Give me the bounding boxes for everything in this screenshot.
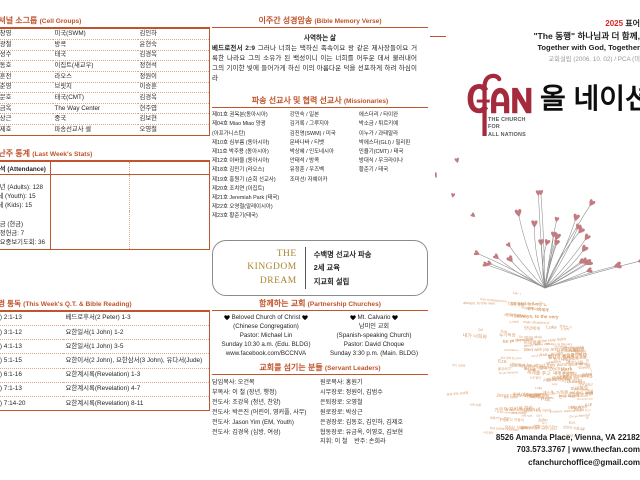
svg-text:가서 제자를: 가서 제자를 <box>618 374 640 382</box>
svg-text:세례를 주고: 세례를 주고 <box>471 287 485 292</box>
svg-text:end of the age.: end of the age. <box>581 335 607 341</box>
svg-text:땅끝까지: 땅끝까지 <box>626 415 638 421</box>
svg-text:to tell his disciples: to tell his disciples <box>616 418 638 423</box>
svg-text:누가복음: 누가복음 <box>509 320 519 324</box>
svg-text:만민에게: 만민에게 <box>594 400 606 406</box>
svg-text:내게 주셨으니: 내게 주셨으니 <box>579 306 593 310</box>
svg-text:만민에게: 만민에게 <box>524 324 540 332</box>
svg-text:Matt.: Matt. <box>557 303 565 307</box>
svg-text:누가복음: 누가복음 <box>584 324 603 332</box>
svg-text:볼지어다: 볼지어다 <box>603 328 613 332</box>
svg-text:“Greetings,”: “Greetings,” <box>628 385 640 391</box>
svg-text:삼으라: 삼으라 <box>619 297 631 304</box>
svg-text:내가 너희와: 내가 너희와 <box>462 332 487 341</box>
svg-text:증거되게 하리라: 증거되게 하리라 <box>606 349 627 355</box>
svg-text:they worshiped him,: they worshiped him, <box>591 391 632 398</box>
svg-text:all nations, baptizing them: all nations, baptizing them <box>619 345 640 355</box>
svg-text:go and tell my brothers: go and tell my brothers <box>586 359 615 365</box>
svg-text:surely I am with you: surely I am with you <box>592 363 621 368</box>
svg-text:Luke: Luke <box>535 386 542 390</box>
svg-text:시편 23편: 시편 23편 <box>596 413 613 420</box>
svg-text:make disciples of: make disciples of <box>523 320 549 325</box>
svg-text:시편 23편: 시편 23편 <box>469 402 482 408</box>
svg-text:made in human likeness: made in human likeness <box>620 415 640 419</box>
svg-text:시편 23편: 시편 23편 <box>584 332 595 337</box>
svg-text:Luke: Luke <box>546 324 557 331</box>
svg-text:볼지어다: 볼지어다 <box>600 376 616 383</box>
svg-text:민족들에게: 민족들에게 <box>506 311 525 319</box>
svg-text:Psa.: Psa. <box>541 397 551 404</box>
svg-text:Eze.: Eze. <box>569 420 576 424</box>
svg-text:명한 모든 것을: 명한 모든 것을 <box>579 288 610 296</box>
svg-text:갈릴리: 갈릴리 <box>608 419 617 424</box>
svg-text:내가 너희와: 내가 너희와 <box>633 345 640 352</box>
svg-text:Do not be afraid: Do not be afraid <box>519 335 542 340</box>
svg-text:가서 제자를: 가서 제자를 <box>580 354 597 359</box>
svg-text:make disciples of: make disciples of <box>582 345 612 351</box>
svg-text:Zech.: Zech. <box>549 366 562 372</box>
svg-text:예수님을: 예수님을 <box>613 359 630 367</box>
svg-text:and teach all nations: and teach all nations <box>602 296 631 302</box>
svg-text:내가 너희에게: 내가 너희에게 <box>498 281 513 285</box>
svg-text:모든 족속에게: 모든 족속에게 <box>565 297 588 303</box>
svg-text:스가랴: 스가랴 <box>634 285 640 291</box>
svg-text:명한 모든 것을: 명한 모든 것을 <box>625 282 640 292</box>
svg-text:땅끝까지: 땅끝까지 <box>490 415 501 420</box>
svg-text:Gal.: Gal. <box>478 328 484 332</box>
svg-text:John: John <box>538 417 548 422</box>
svg-text:에스겔: 에스겔 <box>543 390 554 395</box>
svg-text:of the Holy Spirit: of the Holy Spirit <box>577 309 611 316</box>
svg-text:filled with joy and ran: filled with joy and ran <box>610 414 640 424</box>
svg-text:시편 23편: 시편 23편 <box>606 377 625 383</box>
svg-text:모든 족속에게: 모든 족속에게 <box>586 325 605 331</box>
svg-text:내가 너희와: 내가 너희와 <box>452 363 466 368</box>
svg-text:시편 23편: 시편 23편 <box>616 412 636 419</box>
svg-text:사도행전: 사도행전 <box>606 331 618 336</box>
svg-text:성령의 이름으로: 성령의 이름으로 <box>627 423 640 431</box>
svg-text:볼지어다: 볼지어다 <box>628 371 639 377</box>
svg-text:가르쳐 지키게 하라: 가르쳐 지키게 하라 <box>593 411 626 418</box>
svg-text:“Greetings,”: “Greetings,” <box>600 360 617 365</box>
svg-text:요한복음: 요한복음 <box>566 307 579 313</box>
svg-text:Go ye therefore: Go ye therefore <box>499 370 519 375</box>
svg-text:us met them.: us met them. <box>590 368 619 377</box>
svg-text:마태복음: 마태복음 <box>586 415 600 421</box>
svg-text:내게 주셨으니: 내게 주셨으니 <box>619 274 640 281</box>
svg-text:Jesus came to them: Jesus came to them <box>598 321 626 327</box>
svg-text:아버지와 아들과: 아버지와 아들과 <box>590 401 619 411</box>
svg-text:Psa.: Psa. <box>606 310 614 315</box>
svg-text:and there w..: and there w.. <box>619 299 636 304</box>
svg-text:항상 함께 있으리라: 항상 함께 있으리라 <box>573 280 597 286</box>
svg-text:항상 함께 있으리라: 항상 함께 있으리라 <box>587 254 611 260</box>
svg-text:누가복음: 누가복음 <box>499 332 516 339</box>
svg-text:가르쳐 지키게 하라: 가르쳐 지키게 하라 <box>597 397 617 401</box>
svg-text:there be light: there be light <box>628 323 640 330</box>
svg-text:누가복음: 누가복음 <box>484 281 501 290</box>
svg-text:땅의 모든 권세를: 땅의 모든 권세를 <box>446 390 468 397</box>
svg-text:마태복음: 마태복음 <box>611 302 628 310</box>
svg-text:and said,: and said, <box>626 299 640 305</box>
svg-text:“Greetings,”: “Greetings,” <box>621 362 640 368</box>
svg-text:성령의 이름으로: 성령의 이름으로 <box>563 424 586 431</box>
svg-text:and there w..: and there w.. <box>504 348 520 352</box>
svg-text:민족들에게: 민족들에게 <box>628 359 640 367</box>
svg-text:Acts: Acts <box>552 382 558 386</box>
svg-text:내게 주셨으니: 내게 주셨으니 <box>624 423 640 429</box>
svg-text:모든 족속에게: 모든 족속에게 <box>575 292 603 300</box>
svg-text:and said,: and said, <box>613 408 632 414</box>
svg-text:go and tell my brothers: go and tell my brothers <box>634 359 640 367</box>
svg-text:always, to the very: always, to the very <box>476 282 504 286</box>
svg-text:us met them.: us met them. <box>604 323 627 330</box>
svg-text:모든 족속에게: 모든 족속에게 <box>637 279 640 284</box>
svg-text:filled with joy and ran: filled with joy and ran <box>606 360 640 370</box>
svg-text:내가 너희와: 내가 너희와 <box>513 289 535 296</box>
svg-text:Eze.: Eze. <box>498 359 508 365</box>
svg-text:전하는 자들의: 전하는 자들의 <box>568 404 588 410</box>
svg-text:내가 너희와: 내가 너희와 <box>614 405 638 414</box>
svg-text:스가랴: 스가랴 <box>560 326 569 331</box>
svg-text:make disciples of: make disciples of <box>506 406 541 412</box>
svg-text:땅의 모든 권세를: 땅의 모든 권세를 <box>620 383 640 393</box>
